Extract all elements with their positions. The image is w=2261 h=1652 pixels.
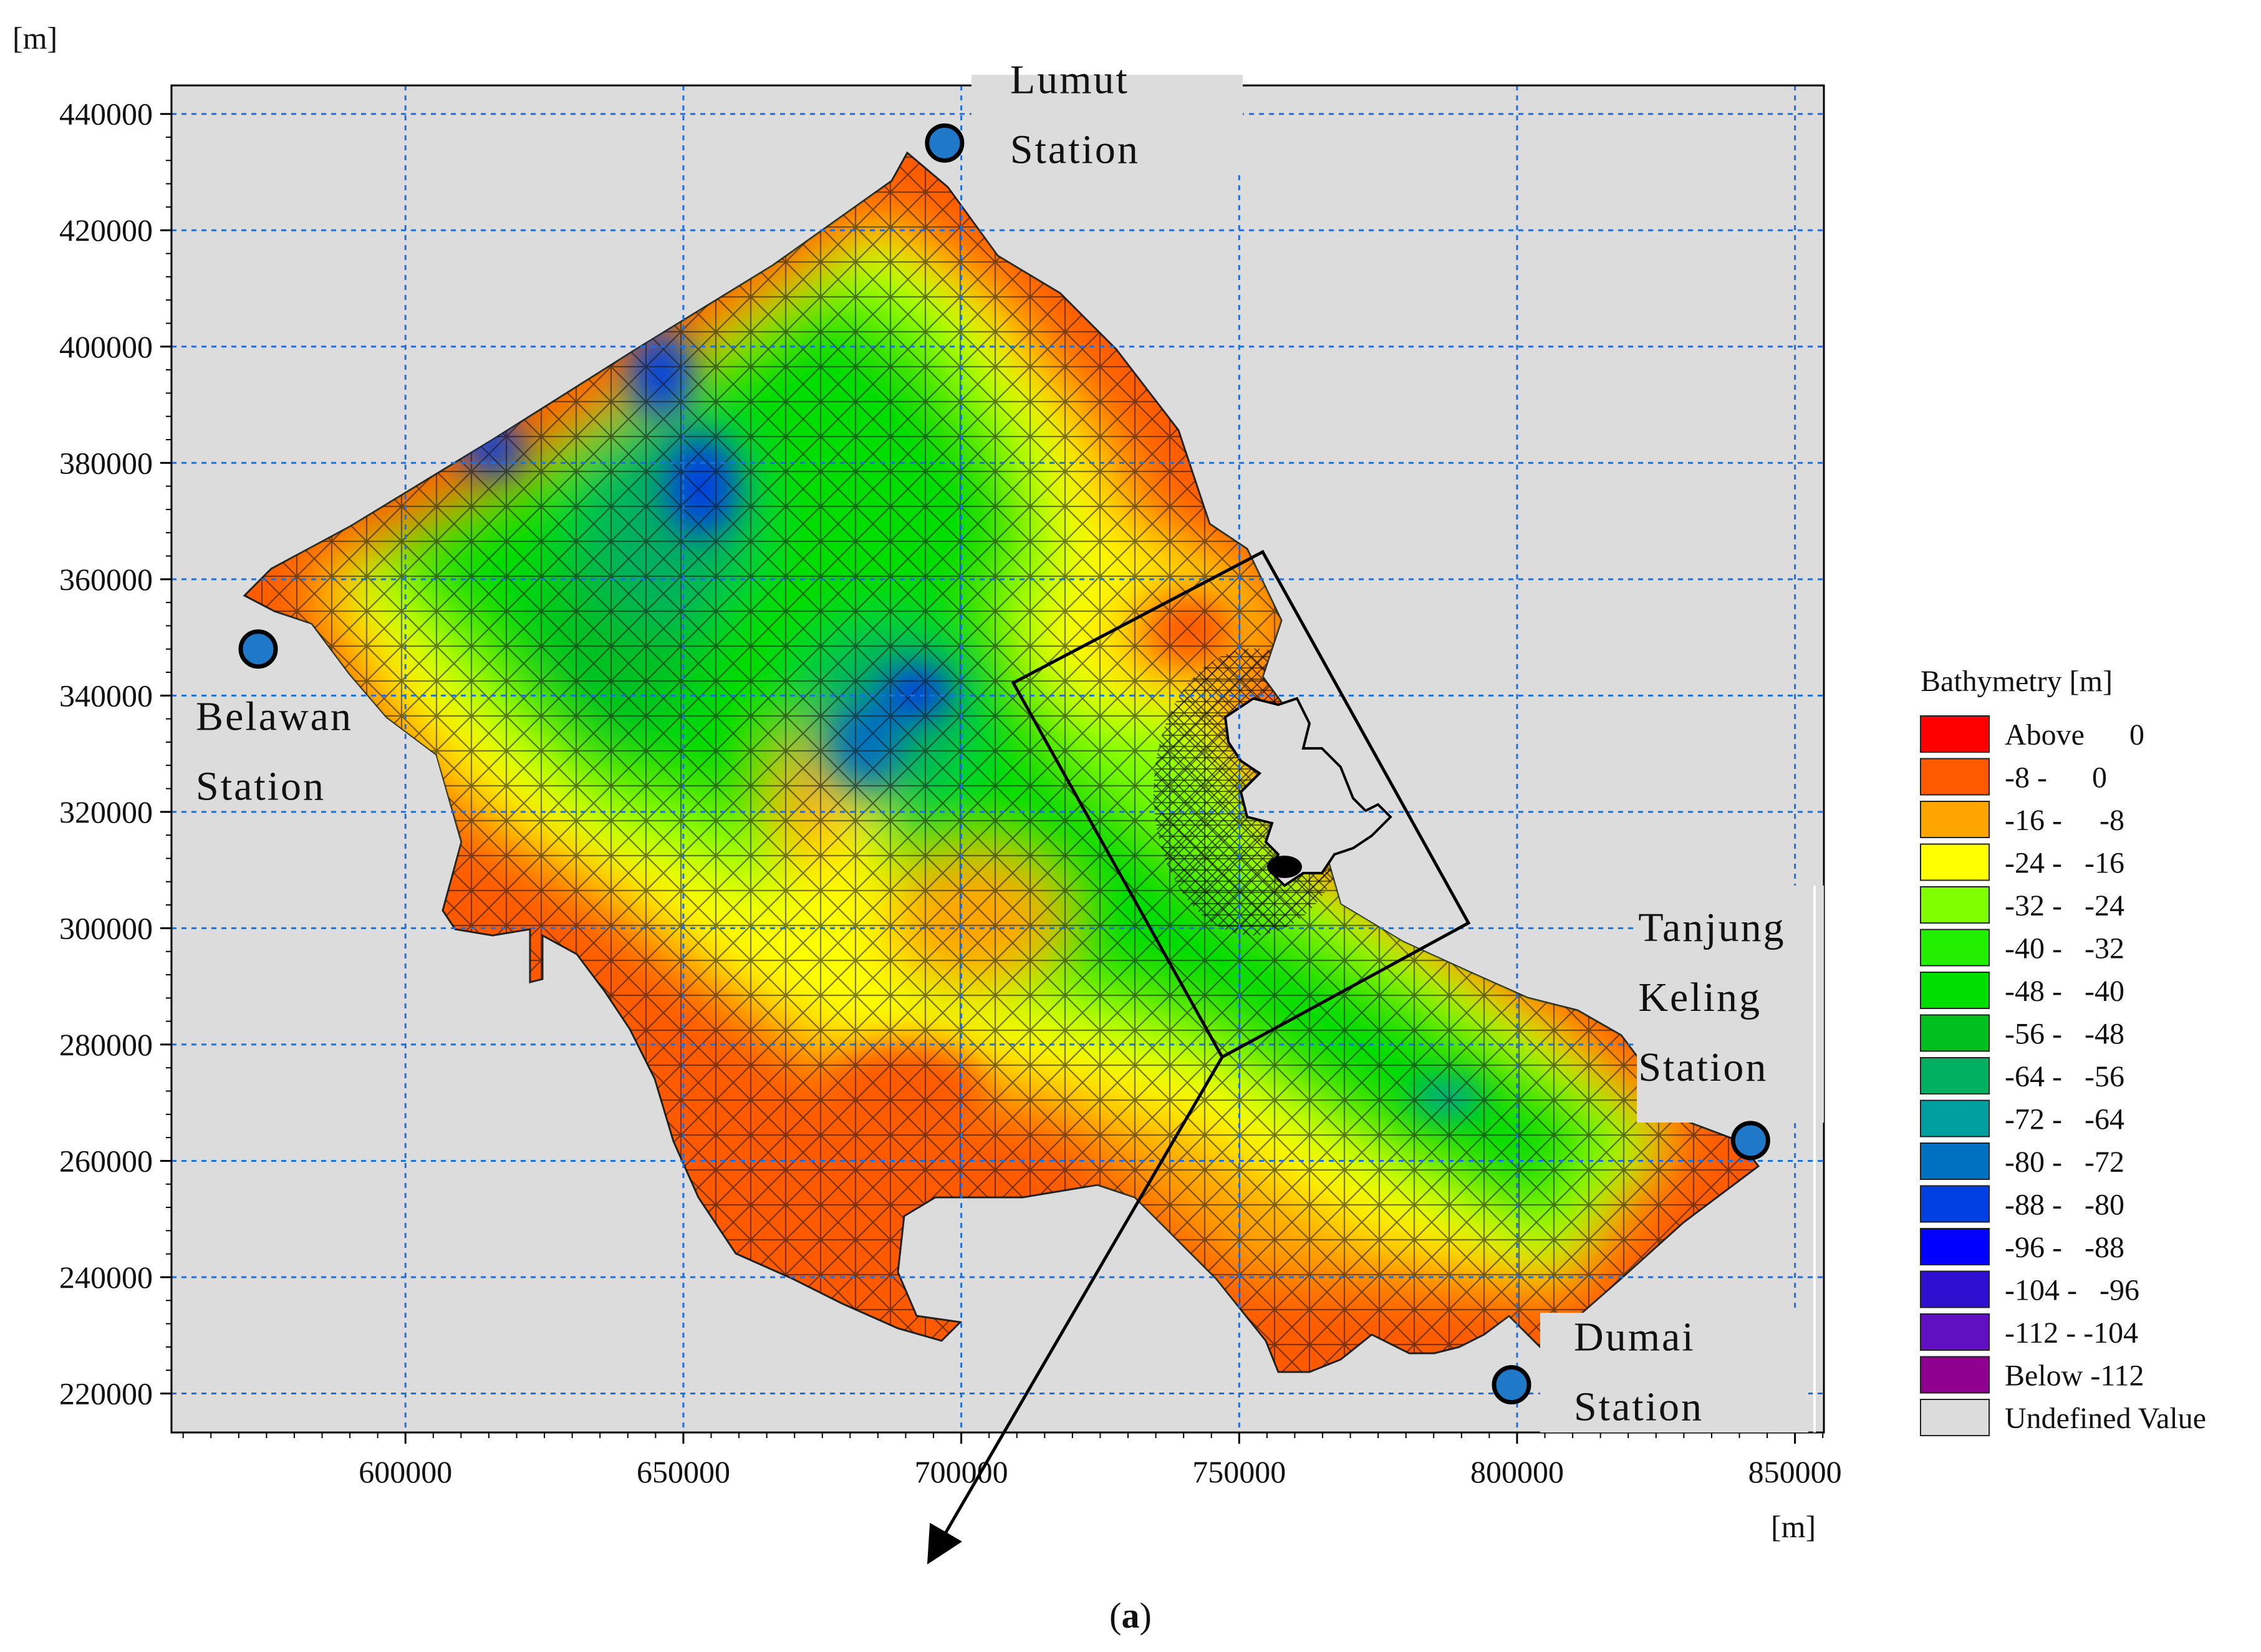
legend-swatch — [1920, 1399, 1990, 1436]
y-tick-label: 240000 — [59, 1260, 153, 1295]
station-marker — [238, 629, 278, 669]
tanjung-label-box — [1637, 886, 1824, 1123]
legend-swatch — [1920, 1014, 1990, 1052]
station-label: Station — [1638, 1045, 1768, 1090]
x-tick-label: 800000 — [1470, 1454, 1564, 1489]
legend-label: -24 - -16 — [2005, 847, 2124, 880]
tide-stations: Lumut Station Belawan Station Tanjung Keling S… — [196, 57, 1785, 1430]
dumai-label-box — [1540, 1313, 1808, 1432]
legend-swatch — [1920, 801, 1990, 838]
y-tick-label: 360000 — [59, 562, 153, 597]
y-tick-label: 340000 — [59, 678, 153, 713]
legend-label: -104 - -96 — [2005, 1274, 2139, 1307]
figure-caption: (a) — [1109, 1595, 1152, 1636]
y-tick-label: 400000 — [59, 329, 153, 364]
x-tick-label: 700000 — [915, 1454, 1008, 1489]
legend-label: Below -112 — [2005, 1360, 2144, 1393]
legend-label: -16 - -8 — [2005, 804, 2124, 837]
legend-label: -40 - -32 — [2005, 932, 2124, 965]
legend-label: Above 0 — [2005, 718, 2144, 751]
river-delta-islands — [1223, 697, 1392, 887]
x-tick-label: 850000 — [1748, 1454, 1842, 1489]
legend-swatch — [1920, 1185, 1990, 1223]
bathymetry-mesh — [243, 151, 1760, 1373]
legend-label: -64 - -56 — [2005, 1060, 2124, 1093]
legend-label: -56 - -48 — [2005, 1018, 2124, 1051]
grid-lines — [171, 85, 1824, 1432]
y-tick-label: 420000 — [59, 213, 153, 248]
y-tick-label: 280000 — [59, 1027, 153, 1062]
legend-swatch — [1920, 1099, 1990, 1138]
legend-swatch — [1920, 1270, 1990, 1308]
station-label: Lumut — [1010, 57, 1129, 102]
station-label: Station — [1574, 1384, 1704, 1430]
legend-label: -96 - -88 — [2005, 1231, 2124, 1264]
legend-label: -8 - 0 — [2005, 761, 2107, 795]
legend-label: -32 - -24 — [2005, 889, 2124, 922]
y-tick-label: 220000 — [59, 1376, 153, 1411]
station-label: Station — [196, 764, 325, 809]
station-label: Tanjung — [1638, 905, 1785, 950]
station-label: Dumai — [1574, 1315, 1695, 1360]
y-tick-label: 320000 — [59, 795, 153, 829]
zoom-arrow — [927, 1056, 1224, 1565]
legend-swatch — [1920, 715, 1990, 753]
legend: Bathymetry [m] Above 0 -8 - 0 -16 - -8 -24 … — [1920, 665, 2206, 1436]
x-axis-unit: [m] — [1771, 1509, 1816, 1544]
legend-swatch — [1920, 1313, 1990, 1351]
legend-swatch — [1920, 758, 1990, 796]
caption-label: a — [1122, 1595, 1140, 1636]
zoom-area-outline — [1011, 549, 1471, 1060]
legend-swatch — [1920, 972, 1990, 1009]
y-tick-label: 440000 — [59, 97, 153, 132]
legend-label: -72 - -64 — [2005, 1103, 2124, 1136]
station-label: Station — [1010, 127, 1140, 172]
axis-tick-labels: 440000 420000 400000 380000 360000 340000 3200… — [59, 97, 1842, 1489]
legend-swatch — [1920, 843, 1990, 881]
legend-label: -80 - -72 — [2005, 1146, 2124, 1179]
y-tick-label: 380000 — [59, 445, 153, 480]
y-tick-label: 260000 — [59, 1143, 153, 1178]
legend-swatch — [1920, 1142, 1990, 1180]
legend-title: Bathymetry [m] — [1921, 665, 2113, 698]
x-tick-label: 750000 — [1192, 1454, 1286, 1489]
station-marker — [925, 123, 965, 163]
x-tick-label: 600000 — [359, 1454, 452, 1489]
legend-label: Undefined Value — [2005, 1402, 2206, 1435]
station-label: Keling — [1638, 975, 1762, 1020]
station-marker — [1730, 1121, 1770, 1161]
legend-label: -48 - -40 — [2005, 975, 2124, 1008]
legend-label: -112 - -104 — [2005, 1316, 2138, 1350]
lumut-label-box — [971, 75, 1243, 175]
dense-mesh-patch — [1267, 856, 1302, 878]
y-tick-label: 300000 — [59, 911, 153, 945]
legend-swatch — [1920, 1356, 1990, 1394]
legend-swatch — [1920, 886, 1990, 924]
legend-swatch — [1920, 1057, 1990, 1094]
legend-swatch — [1920, 929, 1990, 967]
y-axis-unit: [m] — [12, 21, 57, 56]
x-tick-label: 650000 — [637, 1454, 730, 1489]
station-label: Belawan — [196, 694, 353, 740]
legend-swatch — [1920, 1228, 1990, 1265]
legend-label: -88 - -80 — [2005, 1189, 2124, 1222]
station-marker — [1492, 1365, 1531, 1405]
